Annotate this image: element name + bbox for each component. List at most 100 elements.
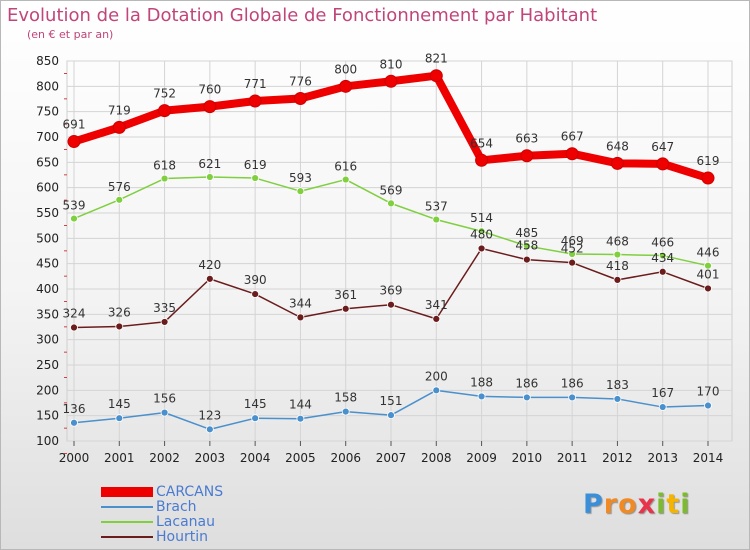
data-point-brach xyxy=(251,414,260,423)
logo-letter: i xyxy=(656,489,667,520)
x-tick-label: 2013 xyxy=(647,451,678,465)
x-tick-label: 2003 xyxy=(195,451,226,465)
logo-letter: i xyxy=(680,489,691,520)
data-point-carcans xyxy=(384,74,398,88)
data-point-hourtin xyxy=(205,274,214,283)
x-tick-label: 2001 xyxy=(104,451,135,465)
x-tick-label: 2012 xyxy=(602,451,633,465)
y-tick-label: 750 xyxy=(36,105,59,119)
data-point-lacanau xyxy=(658,251,667,260)
data-point-hourtin xyxy=(432,314,441,323)
legend-label-hourtin: Hourtin xyxy=(156,529,208,545)
data-label-brach: 186 xyxy=(515,376,538,390)
data-label-hourtin: 324 xyxy=(63,307,86,321)
data-point-lacanau xyxy=(341,175,350,184)
data-label-brach: 144 xyxy=(289,398,312,412)
data-point-lacanau xyxy=(568,250,577,258)
data-label-brach: 186 xyxy=(561,376,584,390)
x-tick-label: 2005 xyxy=(285,451,316,465)
data-point-carcans xyxy=(429,69,443,83)
data-point-carcans xyxy=(158,104,172,118)
data-label-lacanau: 569 xyxy=(380,183,403,197)
data-label-carcans: 800 xyxy=(334,62,357,76)
data-point-carcans xyxy=(248,94,262,108)
data-point-lacanau xyxy=(160,174,169,183)
data-point-brach xyxy=(70,418,78,427)
data-point-hourtin xyxy=(704,284,712,293)
data-point-lacanau xyxy=(613,250,622,259)
data-point-brach xyxy=(341,407,350,416)
y-tick-label: 650 xyxy=(36,155,59,169)
data-label-carcans: 648 xyxy=(606,139,629,153)
data-label-hourtin: 418 xyxy=(606,259,629,273)
data-point-hourtin xyxy=(115,322,124,331)
data-point-brach xyxy=(522,393,531,402)
y-tick-label: 450 xyxy=(36,257,59,271)
x-tick-label: 2006 xyxy=(330,451,361,465)
legend-swatch-brach xyxy=(101,506,153,508)
data-label-hourtin: 480 xyxy=(470,227,493,241)
data-point-brach xyxy=(432,386,441,395)
data-point-lacanau xyxy=(115,195,124,204)
data-point-carcans xyxy=(293,91,307,105)
data-point-hourtin xyxy=(296,313,305,322)
logo-letter: P xyxy=(583,489,604,520)
data-label-brach: 136 xyxy=(63,402,86,416)
data-label-brach: 145 xyxy=(244,397,267,411)
x-tick-label: 2014 xyxy=(693,451,724,465)
data-label-brach: 200 xyxy=(425,369,448,383)
plot-area xyxy=(66,60,733,442)
data-point-brach xyxy=(658,403,667,411)
data-label-brach: 123 xyxy=(198,408,221,422)
x-tick-label: 2008 xyxy=(421,451,452,465)
y-tick-label: 850 xyxy=(36,54,59,68)
proxiti-logo: Proxiti xyxy=(583,489,691,520)
data-point-brach xyxy=(613,395,622,403)
data-point-hourtin xyxy=(568,258,577,267)
data-label-hourtin: 326 xyxy=(108,305,131,319)
data-label-lacanau: 576 xyxy=(108,180,131,194)
legend-swatch-hourtin xyxy=(101,536,153,538)
data-label-carcans: 810 xyxy=(380,57,403,71)
data-label-hourtin: 434 xyxy=(651,251,674,265)
data-point-brach xyxy=(704,401,712,410)
chart-title: Evolution de la Dotation Globale de Fonc… xyxy=(7,5,598,26)
data-label-lacanau: 619 xyxy=(244,158,267,172)
y-tick-label: 400 xyxy=(36,282,59,296)
data-point-hourtin xyxy=(251,290,260,298)
y-tick-label: 100 xyxy=(36,434,59,448)
data-point-brach xyxy=(205,425,214,434)
data-point-carcans xyxy=(610,156,624,170)
y-tick-label: 550 xyxy=(36,206,59,220)
y-tick-label: 600 xyxy=(36,181,59,195)
legend-label-carcans: CARCANS xyxy=(156,484,224,500)
data-point-carcans xyxy=(475,153,489,167)
data-label-carcans: 771 xyxy=(244,77,267,91)
legend-swatch-carcans xyxy=(101,487,153,497)
legend-label-lacanau: Lacanau xyxy=(156,514,215,530)
data-label-brach: 158 xyxy=(334,391,357,405)
data-point-hourtin xyxy=(522,255,531,264)
data-point-brach xyxy=(387,411,395,420)
x-tick-label: 2010 xyxy=(512,451,543,465)
data-label-lacanau: 618 xyxy=(153,159,176,173)
data-label-hourtin: 361 xyxy=(334,288,357,302)
data-point-lacanau xyxy=(70,214,78,223)
data-label-brach: 188 xyxy=(470,375,493,389)
data-label-carcans: 821 xyxy=(425,52,448,66)
data-point-brach xyxy=(115,414,124,423)
data-point-hourtin xyxy=(387,300,395,309)
data-label-lacanau: 466 xyxy=(651,236,674,250)
data-label-brach: 170 xyxy=(697,385,720,399)
data-label-carcans: 667 xyxy=(561,130,584,144)
data-point-hourtin xyxy=(613,275,622,284)
data-point-carcans xyxy=(565,147,579,161)
data-label-lacanau: 621 xyxy=(198,157,221,171)
data-label-brach: 183 xyxy=(606,378,629,392)
data-point-lacanau xyxy=(205,173,214,181)
x-tick-label: 2007 xyxy=(376,451,407,465)
x-tick-label: 2002 xyxy=(149,451,180,465)
data-point-lacanau xyxy=(296,187,305,196)
x-tick-label: 2004 xyxy=(240,451,271,465)
